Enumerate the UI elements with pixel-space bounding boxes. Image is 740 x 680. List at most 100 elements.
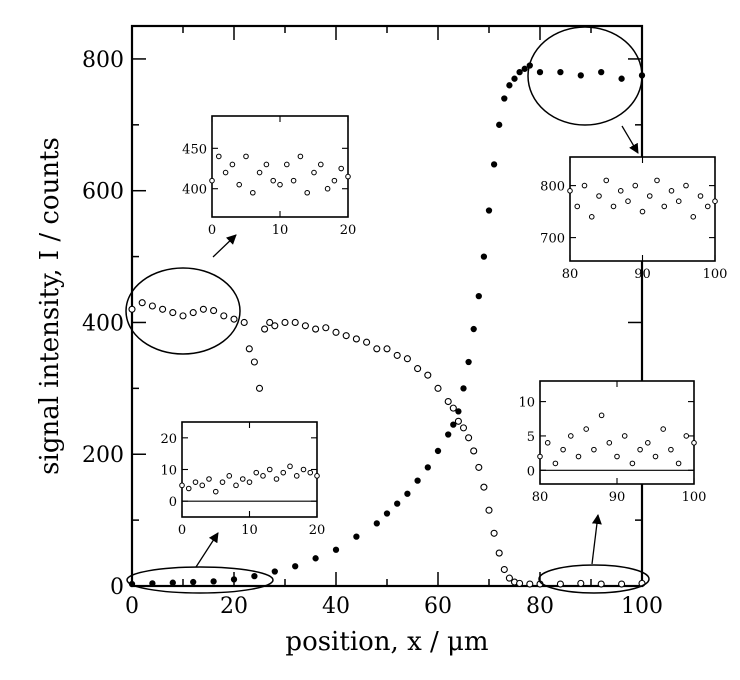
data-point-open	[312, 325, 320, 333]
data-point-open	[148, 302, 156, 310]
inset-data-point	[300, 466, 307, 473]
data-point-open	[597, 580, 605, 588]
y-tick-label: 600	[82, 180, 124, 205]
data-point-open	[159, 305, 167, 313]
inset-data-point	[625, 198, 631, 204]
data-point-filled	[521, 65, 528, 72]
inset-y-tick-label: 10	[160, 464, 177, 479]
inset-data-point	[293, 473, 300, 479]
data-point-open	[128, 305, 136, 313]
inset-data-point	[654, 177, 660, 184]
inset-data-point	[233, 482, 239, 489]
data-point-open	[480, 483, 488, 491]
inset-data-point	[675, 198, 682, 204]
data-point-open	[220, 312, 228, 320]
inset-x-tick-label: 10	[272, 223, 289, 238]
inset-y-tick-label: 10	[518, 396, 535, 411]
inset-y-tick-label: 400	[182, 183, 207, 198]
data-point-open	[475, 463, 483, 471]
arrow-right-low	[591, 514, 602, 565]
inset-x-tick-label: 20	[340, 223, 357, 238]
inset-data-point	[212, 488, 219, 495]
data-point-filled	[465, 358, 472, 366]
data-point-open	[490, 529, 498, 537]
data-point-open	[577, 579, 585, 587]
inset-data-point	[537, 453, 543, 460]
inset-data-point	[637, 446, 643, 453]
inset-data-point	[614, 453, 620, 460]
inset-y-tick-label: 5	[527, 430, 535, 445]
data-point-open	[444, 397, 452, 406]
x-tick-label: 80	[526, 594, 554, 619]
data-point-filled	[496, 121, 503, 128]
inset-data-point	[260, 473, 266, 479]
data-point-open	[465, 434, 473, 442]
inset-data-point	[583, 426, 590, 432]
data-point-filled	[210, 578, 217, 585]
inset-x-tick-label: 80	[562, 267, 579, 282]
data-point-filled	[557, 68, 564, 76]
data-point-open	[414, 365, 422, 373]
data-point-open	[138, 299, 146, 307]
data-point-open	[505, 574, 513, 582]
data-point-filled	[480, 253, 488, 260]
data-point-filled	[577, 72, 584, 79]
data-point-filled	[312, 555, 319, 562]
main-data-points	[128, 62, 646, 588]
data-point-filled	[475, 292, 482, 300]
inset-x-tick-label: 10	[241, 523, 258, 538]
inset-data-point	[606, 440, 613, 446]
inset-data-point	[331, 177, 338, 184]
inset-data-point	[552, 460, 559, 467]
inset-data-point	[239, 476, 246, 482]
x-tick-label: 40	[322, 594, 350, 619]
inset-data-point	[617, 188, 624, 194]
inset-data-point	[610, 203, 617, 210]
inset-data-point	[253, 469, 260, 476]
inset-y-tick-label: 0	[169, 495, 177, 510]
inset-data-point	[712, 198, 718, 204]
inset-data-point	[704, 203, 711, 210]
inset-data-point	[560, 446, 566, 453]
inset-data-point	[284, 161, 290, 168]
inset-data-point	[206, 476, 212, 482]
data-point-open	[266, 318, 274, 327]
inset-data-point	[621, 433, 628, 439]
highlight-ellipse-left-low	[126, 566, 274, 594]
inset-data-point	[652, 453, 659, 460]
data-point-filled	[149, 580, 156, 587]
data-point-open	[342, 332, 350, 340]
inset-data-point	[179, 482, 185, 489]
data-point-filled	[394, 500, 401, 507]
inset-data-point	[277, 181, 283, 188]
inset-data-point	[591, 446, 597, 453]
inset-y-tick-label: 20	[160, 432, 177, 447]
data-point-open	[434, 384, 442, 392]
data-point-open	[516, 579, 524, 587]
inset-data-point	[266, 466, 273, 473]
inset-data-point	[304, 189, 311, 196]
inset-data-point	[639, 208, 646, 215]
data-point-open	[230, 315, 238, 323]
inset-data-point	[574, 203, 581, 210]
data-point-open	[454, 417, 462, 425]
data-point-filled	[332, 546, 340, 553]
inset-x-tick-label: 0	[208, 223, 216, 238]
inset-data-point	[280, 469, 287, 476]
inset-data-point	[250, 189, 256, 196]
y-tick-label: 0	[110, 575, 124, 600]
inset-data-point	[297, 153, 304, 160]
inset-frame	[181, 421, 318, 518]
inset-data-point	[314, 473, 320, 479]
inset-x-tick-label: 90	[609, 490, 626, 505]
data-point-open	[393, 351, 401, 359]
inset-y-tick-label: 700	[540, 232, 565, 247]
data-point-open	[210, 307, 218, 315]
inset-data-point	[697, 193, 704, 199]
data-point-open	[179, 312, 187, 320]
data-point-filled	[460, 385, 467, 392]
data-point-open	[301, 322, 309, 330]
y-tick-label: 200	[82, 443, 124, 468]
